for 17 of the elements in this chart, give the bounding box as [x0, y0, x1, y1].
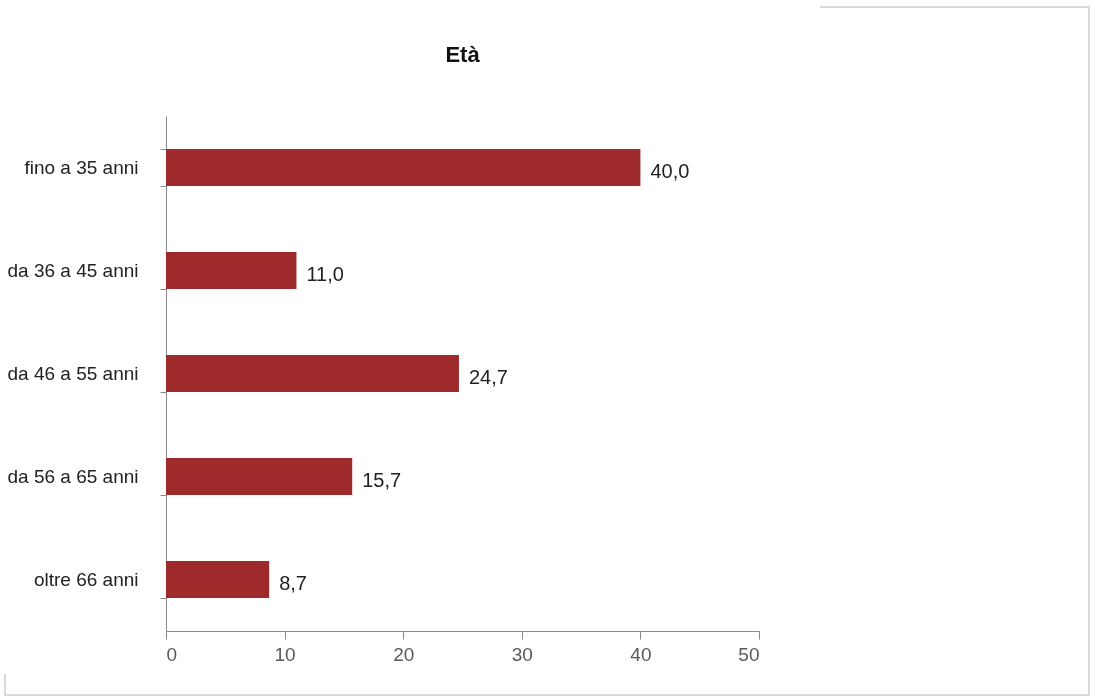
data-label: 8,7: [279, 571, 307, 594]
x-tick-label: 30: [511, 643, 533, 665]
data-label: 11,0: [306, 262, 344, 285]
y-tick-label: da 56 a 65 anni: [7, 466, 139, 487]
y-tick-label: da 46 a 55 anni: [7, 363, 139, 384]
data-label: 15,7: [362, 468, 402, 491]
x-tick-label: 20: [393, 643, 415, 665]
x-tick-label: 10: [274, 643, 296, 665]
x-tick-label: 40: [630, 643, 652, 665]
x-tick-label: 50: [738, 643, 760, 665]
data-label: 40,0: [650, 159, 690, 182]
chart-title: Età: [445, 42, 481, 67]
data-label: 24,7: [468, 365, 508, 388]
y-tick-label: fino a 35 anni: [24, 157, 139, 178]
y-tick-label: oltre 66 anni: [33, 569, 139, 590]
x-tick-label: 0: [166, 643, 178, 665]
y-tick-label: da 36 a 45 anni: [7, 260, 139, 281]
